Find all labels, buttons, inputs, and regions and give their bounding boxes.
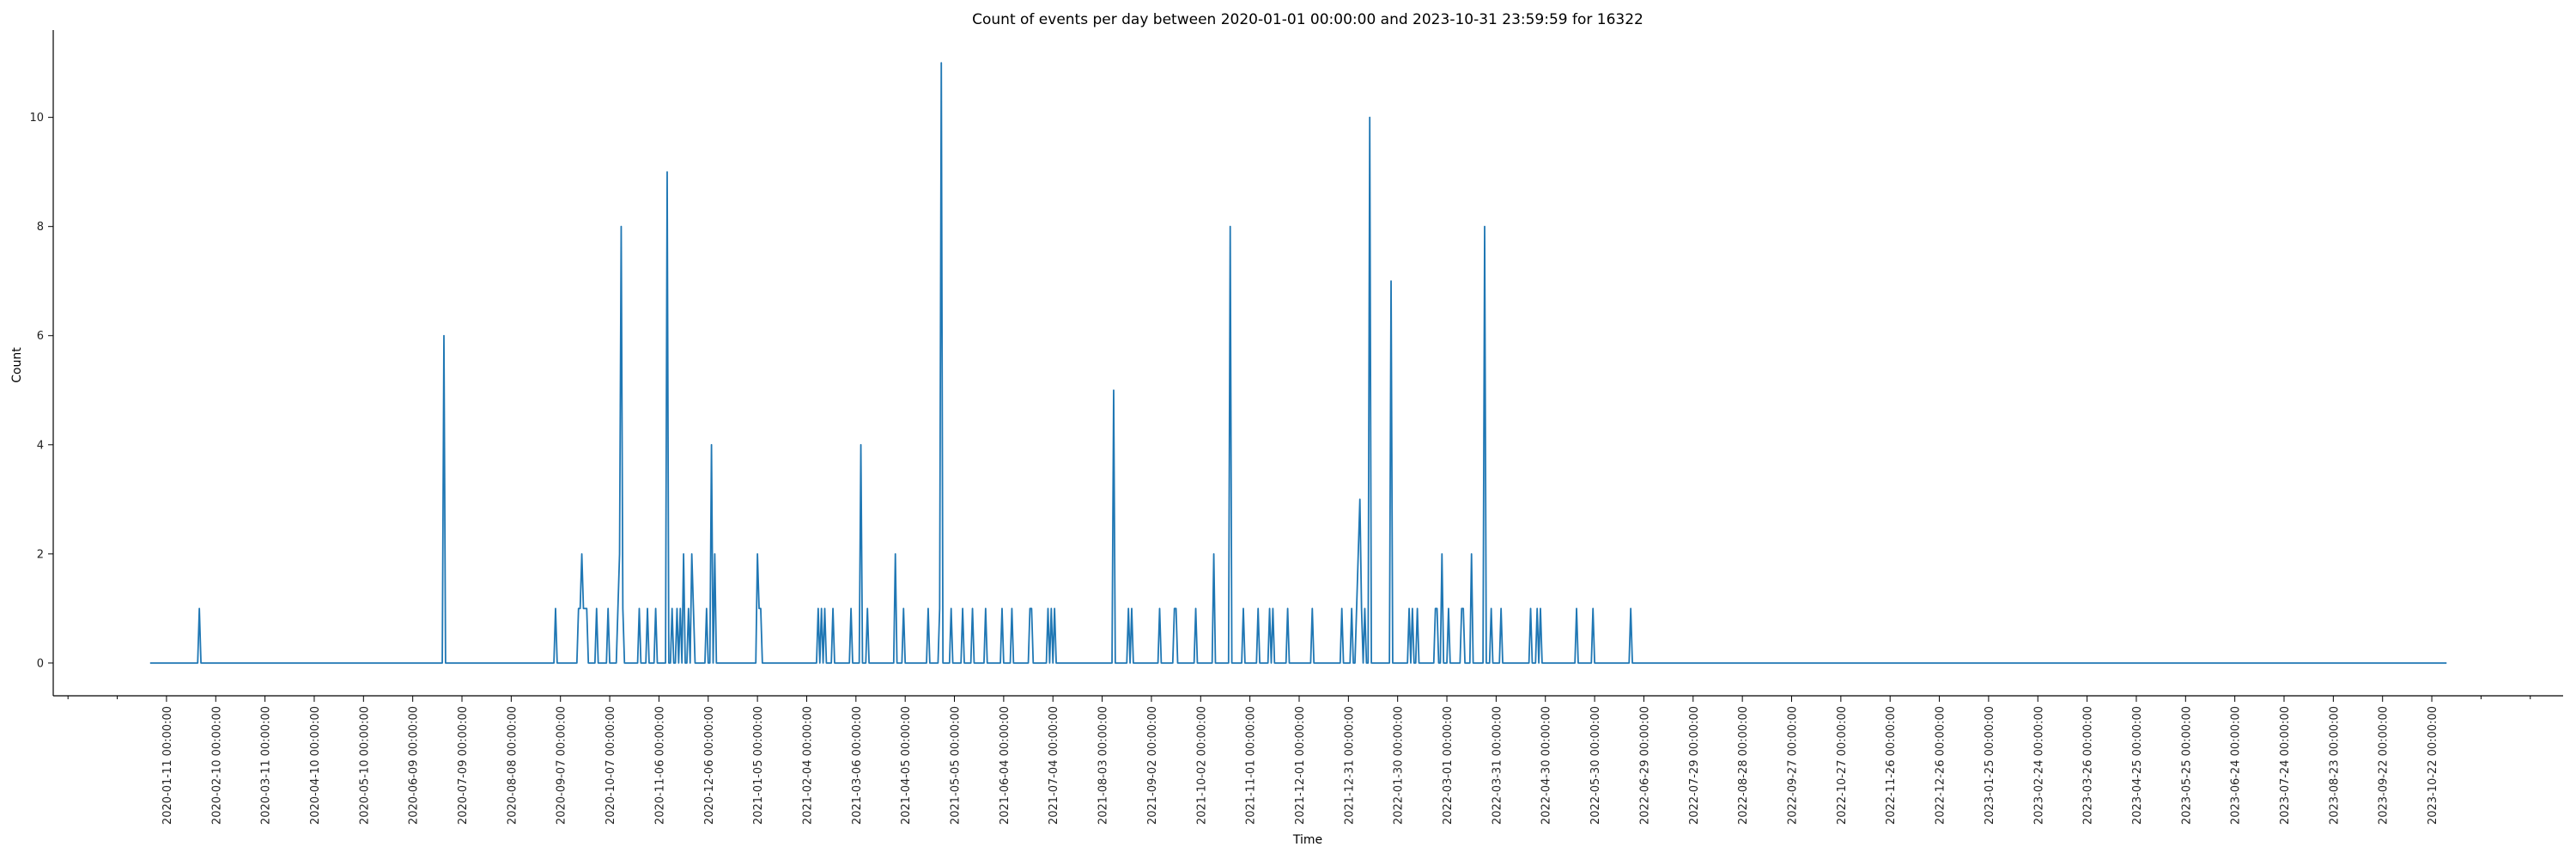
x-tick-label: 2023-03-26 00:00:00 <box>2082 706 2095 825</box>
x-tick-label: 2020-07-09 00:00:00 <box>457 706 470 825</box>
x-tick-label: 2023-01-25 00:00:00 <box>1984 706 1996 825</box>
x-axis-label: Time <box>1292 833 1322 847</box>
x-tick-label: 2022-03-31 00:00:00 <box>1491 706 1504 825</box>
x-tick-label: 2023-08-23 00:00:00 <box>2328 706 2341 825</box>
x-tick-label: 2023-02-24 00:00:00 <box>2032 706 2045 825</box>
x-tick-label: 2020-02-10 00:00:00 <box>210 706 223 825</box>
x-tick-label: 2023-05-25 00:00:00 <box>2180 706 2193 825</box>
x-tick-label: 2021-06-04 00:00:00 <box>999 706 1012 825</box>
y-tick-label: 6 <box>37 330 44 343</box>
x-tick-label: 2022-11-26 00:00:00 <box>1885 706 1898 825</box>
x-tick-label: 2021-07-04 00:00:00 <box>1048 706 1060 825</box>
series-line <box>149 62 2447 664</box>
x-tick-label: 2022-09-27 00:00:00 <box>1786 706 1799 825</box>
y-axis-ticks: 0 2 4 6 8 10 <box>29 112 53 670</box>
x-tick-label: 2021-08-03 00:00:00 <box>1097 706 1110 825</box>
x-tick-label: 2020-05-10 00:00:00 <box>358 706 371 825</box>
x-axis-ticks: 2020-01-11 00:00:00 2020-02-10 00:00:00 20… <box>67 696 2531 825</box>
plot-area <box>52 30 2563 697</box>
x-tick-label: 2022-03-01 00:00:00 <box>1442 706 1455 825</box>
x-tick-label: 2023-09-22 00:00:00 <box>2378 706 2391 825</box>
x-tick-label: 2020-09-07 00:00:00 <box>556 706 568 825</box>
y-tick-label: 10 <box>29 112 44 125</box>
y-tick-label: 2 <box>37 548 44 561</box>
x-tick-label: 2021-05-05 00:00:00 <box>950 706 963 825</box>
x-tick-label: 2022-08-28 00:00:00 <box>1737 706 1750 825</box>
x-tick-label: 2020-10-07 00:00:00 <box>605 706 617 825</box>
x-tick-label: 2021-02-04 00:00:00 <box>801 706 814 825</box>
x-tick-label: 2020-11-06 00:00:00 <box>653 706 666 825</box>
x-tick-label: 2022-05-30 00:00:00 <box>1589 706 1602 825</box>
x-tick-label: 2022-07-29 00:00:00 <box>1688 706 1701 825</box>
y-tick-label: 8 <box>37 221 44 234</box>
x-tick-label: 2022-12-26 00:00:00 <box>1935 706 1947 825</box>
y-tick-label: 0 <box>37 657 44 670</box>
y-axis-label: Count <box>10 347 24 383</box>
x-tick-label: 2020-03-11 00:00:00 <box>260 706 273 825</box>
x-tick-label: 2021-10-02 00:00:00 <box>1195 706 1208 825</box>
x-tick-label: 2023-06-24 00:00:00 <box>2230 706 2243 825</box>
x-tick-label: 2021-01-05 00:00:00 <box>752 706 765 825</box>
x-tick-label: 2020-12-06 00:00:00 <box>703 706 716 825</box>
x-tick-label: 2021-09-02 00:00:00 <box>1146 706 1159 825</box>
x-tick-label: 2022-06-29 00:00:00 <box>1638 706 1651 825</box>
x-tick-label: 2021-03-06 00:00:00 <box>851 706 864 825</box>
x-tick-label: 2022-01-30 00:00:00 <box>1393 706 1406 825</box>
x-tick-label: 2021-04-05 00:00:00 <box>900 706 913 825</box>
x-tick-label: 2023-04-25 00:00:00 <box>2131 706 2144 825</box>
x-tick-label: 2020-01-11 00:00:00 <box>161 706 174 825</box>
chart-title: Count of events per day between 2020-01-… <box>972 11 1643 28</box>
x-tick-label: 2020-06-09 00:00:00 <box>408 706 421 825</box>
x-tick-label: 2023-10-22 00:00:00 <box>2427 706 2439 825</box>
x-tick-label: 2022-04-30 00:00:00 <box>1540 706 1553 825</box>
x-tick-label: 2020-08-08 00:00:00 <box>506 706 519 825</box>
x-tick-label: 2022-10-27 00:00:00 <box>1836 706 1849 825</box>
x-tick-label: 2021-12-31 00:00:00 <box>1343 706 1356 825</box>
x-tick-label: 2023-07-24 00:00:00 <box>2279 706 2292 825</box>
y-tick-label: 4 <box>37 439 44 452</box>
x-tick-label: 2020-04-10 00:00:00 <box>309 706 322 825</box>
x-tick-label: 2021-11-01 00:00:00 <box>1245 706 1258 825</box>
x-tick-label: 2021-12-01 00:00:00 <box>1294 706 1307 825</box>
